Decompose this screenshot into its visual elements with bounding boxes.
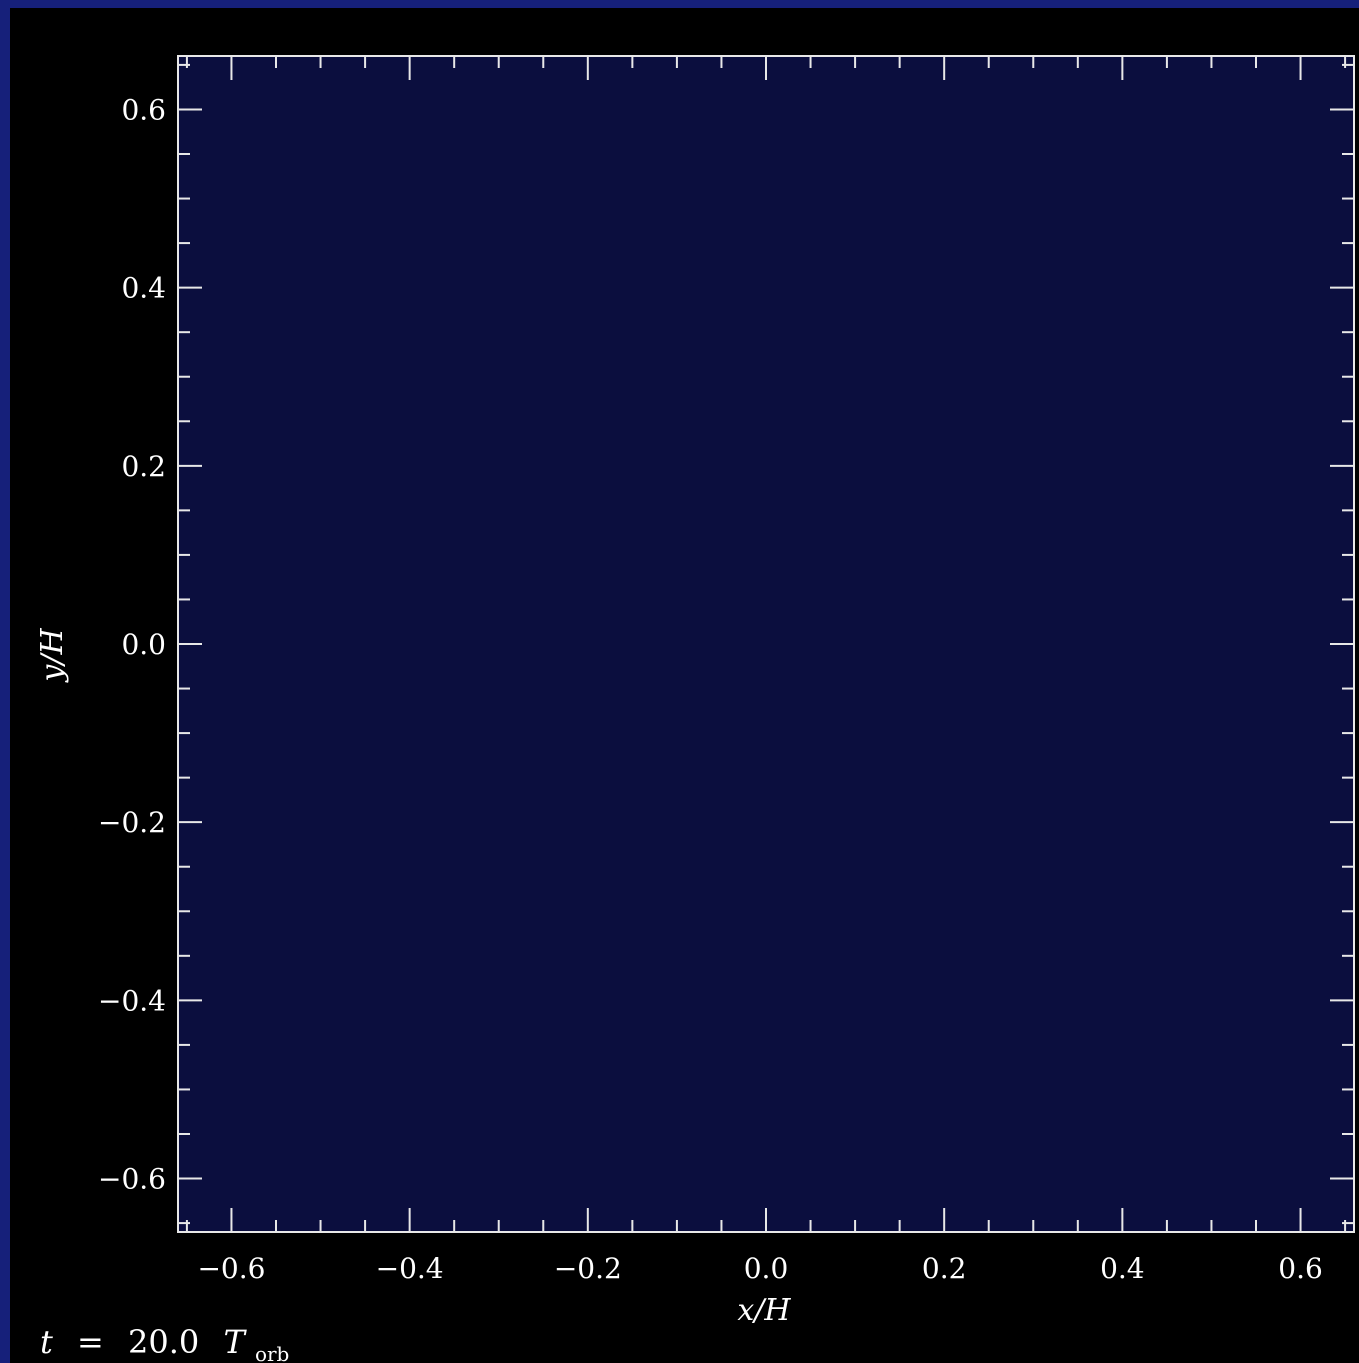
time-unit-subscript: orb (255, 1342, 289, 1363)
time-annotation: t = 20.0 T orb (40, 1323, 289, 1363)
time-equals: = (77, 1323, 104, 1361)
x-axis-label: x/H (737, 1293, 791, 1328)
x-tick-label: 0.4 (1100, 1252, 1145, 1285)
y-tick-label: −0.2 (98, 806, 166, 839)
x-tick-label: −0.4 (376, 1252, 444, 1285)
heatmap-field (178, 56, 1354, 1232)
x-tick-label: 0.2 (922, 1252, 967, 1285)
tick-labels: −0.6 −0.4 −0.2 0.0 0.2 0.4 0.6 −0.6 −0.4 −0.2 0.0 0… (98, 93, 1323, 1285)
time-symbol: t (40, 1323, 53, 1361)
plot-border (177, 55, 1355, 1233)
x-tick-label: 0.6 (1278, 1252, 1323, 1285)
y-tick-label: −0.4 (98, 984, 166, 1017)
y-axis-label: y/H (35, 628, 70, 684)
x-tick-label: 0.0 (744, 1252, 789, 1285)
time-unit: T (223, 1323, 247, 1361)
y-tick-label: −0.6 (98, 1163, 166, 1196)
heatmap-plot: −0.6 −0.4 −0.2 0.0 0.2 0.4 0.6 −0.6 −0.4 −0.2 0.0 0… (35, 55, 1355, 1363)
y-tick-label: 0.6 (121, 93, 166, 126)
y-tick-label: 0.2 (121, 450, 166, 483)
x-tick-label: −0.2 (554, 1252, 622, 1285)
x-tick-label: −0.6 (197, 1252, 265, 1285)
axis-ticks (178, 56, 1354, 1232)
figure-frame: −0.6 −0.4 −0.2 0.0 0.2 0.4 0.6 −0.6 −0.4 −0.2 0.0 0… (10, 8, 1359, 1363)
time-value: 20.0 (128, 1323, 199, 1361)
y-tick-label: 0.4 (121, 272, 166, 305)
y-tick-label: 0.0 (121, 628, 166, 661)
